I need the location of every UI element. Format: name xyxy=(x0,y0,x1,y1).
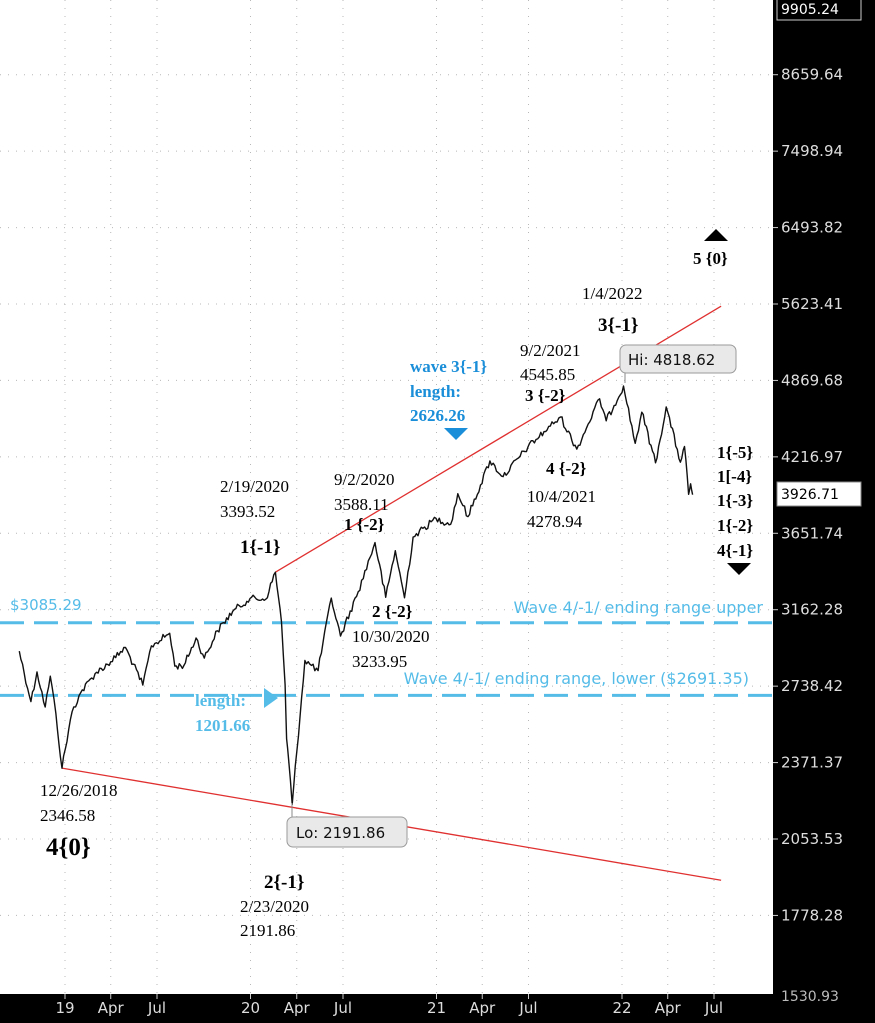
x-axis-ticks: 19 Apr Jul 20 Apr Jul 21 Apr Jul 22 Apr Jul xyxy=(55,994,723,1017)
peak-sep2021-date: 9/2/2021 xyxy=(520,341,580,360)
x-tick-label: Jul xyxy=(518,999,537,1017)
y-tick-label: 1778.28 xyxy=(781,906,843,924)
y-tick-label: 5623.41 xyxy=(781,295,843,313)
x-tick-label: Jul xyxy=(704,999,723,1017)
y-tick-label: 4869.68 xyxy=(781,371,843,389)
y-tick-label: 8659.64 xyxy=(781,66,843,84)
x-tick-label: Apr xyxy=(469,999,496,1017)
wave-1-neg3-label: 1{-3} xyxy=(717,491,753,510)
current-price-label: 3926.71 xyxy=(781,487,839,503)
annotations: $3085.29 Wave 4/-1/ ending range upper W… xyxy=(10,229,763,940)
wave-3-neg1-label: 3{-1} xyxy=(598,315,638,336)
wave-1-neg1-label: 1{-1} xyxy=(240,537,280,558)
y-axis-ticks: 1778.28 2053.53 2371.37 2738.42 3162.28 3651.… xyxy=(773,66,843,924)
hi-callout-box xyxy=(619,344,737,374)
wave3-length-value: 2626.26 xyxy=(410,406,465,425)
low-oct2021-date: 10/4/2021 xyxy=(527,487,596,506)
x-tick-label: Apr xyxy=(98,999,125,1017)
x-tick-label: Apr xyxy=(284,999,311,1017)
low-oct2020-date: 10/30/2020 xyxy=(352,627,429,646)
x-tick-label: 22 xyxy=(612,999,631,1017)
low-oct2021-value: 4278.94 xyxy=(527,512,583,531)
wave-2-neg1-label: 2{-1} xyxy=(264,872,304,893)
y-tick-label: 4216.97 xyxy=(781,448,843,466)
current-price-box xyxy=(776,481,862,507)
y-tick-label: 6493.82 xyxy=(781,219,843,237)
low-2020-value: 2191.86 xyxy=(240,921,295,940)
wave3-title: wave 3{-1} xyxy=(410,357,487,376)
y-tick-label: 3651.74 xyxy=(781,524,843,542)
wave3-length-arrow xyxy=(444,428,468,440)
lo-callout-box xyxy=(286,816,408,848)
peak-sep2020-value: 3588.11 xyxy=(334,495,389,514)
x-axis-panel xyxy=(0,994,875,1023)
x-tick-label: 20 xyxy=(241,999,260,1017)
low-oct2020-value: 3233.95 xyxy=(352,652,407,671)
wave-3-neg2-label: 3 {-2} xyxy=(525,386,566,405)
x-tick-label: 19 xyxy=(55,999,74,1017)
lo-callout-label: Lo: 2191.86 xyxy=(296,824,385,842)
hi-callout-label: Hi: 4818.62 xyxy=(628,351,715,369)
high-2020-value: 3393.52 xyxy=(220,502,275,521)
y-bottom-label: 1530.93 xyxy=(781,989,839,1005)
high-2020-date: 2/19/2020 xyxy=(220,477,289,496)
x-tick-label: Apr xyxy=(655,999,682,1017)
y-top-box xyxy=(776,0,862,21)
wave-2-neg2-label: 2 {-2} xyxy=(372,602,413,621)
wave-1-neg5-label: 1{-5} xyxy=(717,443,753,462)
gridlines xyxy=(0,0,773,994)
wave-4-neg1-label: 4{-1} xyxy=(717,541,753,560)
wave2-length-arrow xyxy=(264,688,278,708)
y-tick-label: 3162.28 xyxy=(781,601,843,619)
peak-jan2022-date: 1/4/2022 xyxy=(582,284,642,303)
price-line xyxy=(18,385,694,806)
wave-1-neg4-label: 1[-4} xyxy=(717,467,752,486)
wave3-length-caption: length: xyxy=(410,382,461,401)
upper-range-label: Wave 4/-1/ ending range upper xyxy=(514,598,764,617)
y-tick-label: 2738.42 xyxy=(781,677,843,695)
wave2-length-value: 1201.66 xyxy=(195,716,250,735)
x-tick-label: Jul xyxy=(147,999,166,1017)
y-tick-label: 2371.37 xyxy=(781,754,843,772)
low-2018-date: 12/26/2018 xyxy=(40,781,117,800)
wave4-down-arrow xyxy=(727,563,751,575)
y-axis-panel xyxy=(773,0,875,1023)
peak-sep2021-value: 4545.85 xyxy=(520,365,575,384)
low-2020-date: 2/23/2020 xyxy=(240,897,309,916)
wave-1-neg2b-label: 1{-2} xyxy=(717,516,753,535)
y-tick-label: 2053.53 xyxy=(781,830,843,848)
upper-level-price-label: $3085.29 xyxy=(10,596,82,614)
low-2018-value: 2346.58 xyxy=(40,806,95,825)
peak-sep2020-date: 9/2/2020 xyxy=(334,470,394,489)
wave-5-0-label: 5 {0} xyxy=(693,249,728,268)
wave-4-neg2-label: 4 {-2} xyxy=(546,459,587,478)
x-tick-label: 21 xyxy=(427,999,446,1017)
wave2-length-caption: length: xyxy=(195,691,246,710)
price-series xyxy=(18,385,694,806)
x-tick-label: Jul xyxy=(333,999,352,1017)
lower-range-label: Wave 4/-1/ ending range, lower ($2691.35… xyxy=(404,669,749,688)
wave-1-neg2-label: 1 {-2} xyxy=(344,515,385,534)
wave-4-0-label: 4{0} xyxy=(46,834,91,861)
wave5-up-arrow xyxy=(704,229,728,241)
y-tick-label: 7498.94 xyxy=(781,142,843,160)
y-top-label: 9905.24 xyxy=(781,2,839,18)
horizontal-levels xyxy=(0,621,773,697)
